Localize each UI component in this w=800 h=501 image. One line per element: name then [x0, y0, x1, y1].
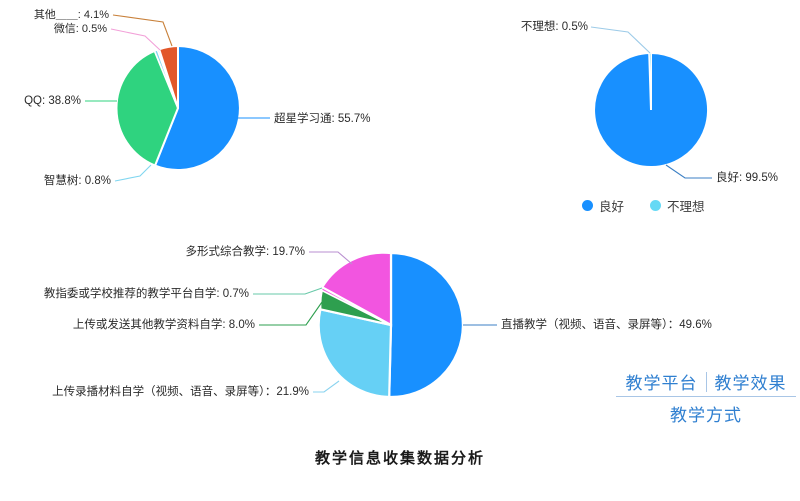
pie-label-materials: 上传或发送其他教学资料自学: 8.0%	[73, 317, 255, 331]
tab-teaching-platform[interactable]: 教学平台	[625, 374, 698, 393]
pie-label-good: 良好: 99.5%	[716, 170, 778, 184]
pie-label-recorded: 上传录播材料自学（视频、语音、录屏等）：21.9%	[52, 384, 309, 398]
leader-good	[665, 164, 712, 179]
legend-dot-poor	[650, 200, 662, 211]
pie-slice-qq[interactable]	[115, 49, 180, 167]
chart-platform-pie: 超星学习通: 55.7% QQ: 38.8% 智慧树: 0.8% 微信: 0.5…	[0, 0, 420, 225]
legend-item-poor[interactable]: 不理想	[650, 196, 705, 215]
leader-wechat	[110, 28, 161, 51]
pie-slice-live[interactable]	[388, 251, 464, 399]
legend-label-poor: 不理想	[667, 200, 705, 214]
pie-label-chaoxing: 超星学习通: 55.7%	[274, 111, 371, 125]
pie-slice-chaoxing[interactable]	[153, 44, 241, 171]
pie-label-poor: 不理想: 0.5%	[521, 19, 588, 33]
leader-poor	[590, 26, 651, 54]
legend-label-good: 良好	[599, 200, 625, 214]
figure-caption: 教学信息收集数据分析	[314, 451, 485, 467]
pie-label-qq: QQ: 38.8%	[24, 95, 81, 107]
leader-recommended	[253, 287, 323, 295]
tab-navigation: 教学平台 教学效果 教学方式	[616, 369, 796, 426]
legend-dot-good	[582, 200, 593, 211]
pie-label-other: 其他＿＿: 4.1%	[34, 8, 109, 21]
pie-slice-mixed[interactable]	[320, 251, 393, 327]
pie-label-recommended: 教指委或学校推荐的教学平台自学: 0.7%	[44, 286, 249, 300]
tab-row-bottom: 教学方式	[616, 401, 796, 426]
tab-separator	[705, 371, 707, 392]
leader-materials	[259, 301, 323, 326]
legend-item-good[interactable]: 良好	[582, 196, 624, 215]
pie-label-live: 直播教学（视频、语音、录屏等）：49.6%	[501, 317, 712, 331]
pie-slice-poor[interactable]	[648, 52, 652, 111]
effect-pie-svg: 不理想: 0.5% 良好: 99.5%	[521, 19, 778, 184]
leader-zhihuishu	[114, 164, 152, 182]
leader-mixed	[309, 251, 353, 265]
pie-label-mixed: 多形式综合教学: 19.7%	[186, 244, 306, 258]
pie-label-zhihuishu: 智慧树: 0.8%	[44, 173, 111, 187]
leader-recorded	[313, 380, 340, 393]
chart-effect-pie: 不理想: 0.5% 良好: 99.5% 良好 不理想	[480, 0, 800, 214]
chart-method-pie: 直播教学（视频、语音、录屏等）：49.6% 上传录播材料自学（视频、语音、录屏等…	[0, 230, 800, 430]
leader-other	[112, 14, 173, 47]
tab-teaching-method[interactable]: 教学方式	[670, 406, 742, 425]
tab-row-top: 教学平台 教学效果	[616, 369, 796, 397]
tab-teaching-effect[interactable]: 教学效果	[714, 374, 787, 393]
method-pie-svg: 直播教学（视频、语音、录屏等）：49.6% 上传录播材料自学（视频、语音、录屏等…	[44, 244, 712, 399]
pie-slice-recorded[interactable]	[317, 307, 393, 399]
effect-pie-legend: 良好 不理想	[582, 196, 705, 215]
platform-pie-svg: 超星学习通: 55.7% QQ: 38.8% 智慧树: 0.8% 微信: 0.5…	[24, 8, 371, 187]
pie-label-wechat: 微信: 0.5%	[54, 21, 107, 35]
